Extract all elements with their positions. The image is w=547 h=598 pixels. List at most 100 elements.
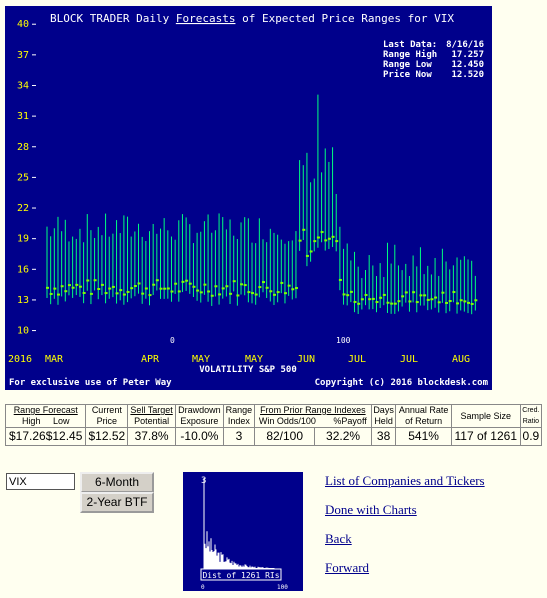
chart-title: BLOCK TRADER Daily Forecasts of Expected… xyxy=(50,12,454,25)
price-marker xyxy=(100,283,104,286)
price-marker xyxy=(148,294,152,297)
price-marker xyxy=(243,284,247,287)
price-marker xyxy=(283,292,287,295)
price-marker xyxy=(423,294,427,297)
value-sell-target: 37.8% xyxy=(127,427,176,446)
price-marker xyxy=(254,293,258,296)
price-marker xyxy=(320,231,324,234)
y-tick-label: 37 xyxy=(17,50,29,61)
price-marker xyxy=(269,290,273,293)
price-marker xyxy=(331,235,335,238)
value-cred-ratio: 0.9 xyxy=(519,427,543,446)
header-days: Days xyxy=(373,405,394,415)
price-marker xyxy=(338,278,342,281)
header-high: High xyxy=(21,416,41,426)
col-sample-size: Sample Size xyxy=(450,404,521,428)
price-marker xyxy=(441,291,445,294)
two-year-btf-button[interactable]: 2-Year BTF xyxy=(80,492,154,513)
value-annual-return: 541% xyxy=(395,427,452,446)
price-marker xyxy=(276,291,280,294)
price-marker xyxy=(46,286,49,289)
six-month-btf-button[interactable]: 6-Month BTF xyxy=(80,472,154,506)
col-range-index: Range Index xyxy=(222,404,255,428)
back-link[interactable]: Back xyxy=(325,531,352,546)
value-win-odds: 82/100 xyxy=(253,427,316,446)
ri-hundred-marker: 100 xyxy=(336,336,351,345)
range-high-value: 17.257 xyxy=(451,50,484,60)
price-marker xyxy=(251,292,255,295)
y-tick-label: 40 xyxy=(17,19,29,30)
forward-link[interactable]: Forward xyxy=(325,560,370,575)
chart-title-prefix: BLOCK TRADER Daily xyxy=(50,12,176,25)
range-bars xyxy=(46,94,478,315)
price-marker xyxy=(335,240,339,243)
y-tick-label: 25 xyxy=(17,172,29,183)
price-marker xyxy=(379,296,383,299)
y-axis: 10 13 16 19 22 25 28 31 34 37 40 xyxy=(17,19,36,337)
x-tick-label: MAY xyxy=(192,354,210,365)
price-marker xyxy=(298,239,302,242)
header-of-return: of Return xyxy=(405,416,443,426)
price-marker xyxy=(360,298,364,301)
value-sample-size: 117 of 1261 xyxy=(450,427,521,446)
list-companies-link[interactable]: List of Companies and Tickers xyxy=(325,473,485,488)
price-marker xyxy=(225,285,229,288)
done-with-charts-link[interactable]: Done with Charts xyxy=(325,502,417,517)
dist-top-value: 3 xyxy=(201,476,206,486)
price-marker xyxy=(218,293,222,296)
price-marker xyxy=(108,287,112,290)
price-marker xyxy=(456,302,460,305)
price-marker xyxy=(64,290,68,293)
price-marker xyxy=(60,285,64,288)
header-ratio: Ratio xyxy=(522,418,540,425)
distribution-chart: 3 Dist of 1261 RIs 0 100 xyxy=(183,472,303,591)
info-box: Last Data: 8/16/16 Range High 17.257 Ran… xyxy=(383,40,484,80)
chart-title-link[interactable]: Forecasts xyxy=(176,12,236,25)
price-marker xyxy=(203,283,207,286)
header-exposure: Exposure xyxy=(180,416,219,426)
price-marker xyxy=(412,291,416,294)
range-low-value: 12.450 xyxy=(451,60,484,70)
price-marker xyxy=(291,288,295,291)
price-marker xyxy=(452,291,456,294)
price-marker xyxy=(324,239,328,242)
y-tick-label: 31 xyxy=(17,111,29,122)
dist-label-box xyxy=(200,568,282,581)
price-marker xyxy=(346,294,350,297)
price-marker xyxy=(313,240,317,243)
header-pct-payoff: %Payoff xyxy=(333,416,367,426)
x-tick-label: JUN xyxy=(297,354,315,365)
col-current-price: Current Price xyxy=(85,404,129,428)
price-marker xyxy=(445,301,449,304)
ticker-input[interactable] xyxy=(6,473,75,490)
price-marker xyxy=(448,300,452,303)
chart-svg: BLOCK TRADER Daily Forecasts of Expected… xyxy=(8,12,489,388)
price-marker xyxy=(368,298,372,301)
price-marker xyxy=(434,296,438,299)
price-marker xyxy=(53,287,57,290)
header-potential: Potential xyxy=(134,416,170,426)
price-now-label: Price Now xyxy=(383,69,432,80)
price-marker xyxy=(144,287,148,290)
forecast-chart: BLOCK TRADER Daily Forecasts of Expected… xyxy=(5,6,492,390)
price-marker xyxy=(181,280,185,283)
price-marker xyxy=(437,301,441,304)
value-low: $12.45 xyxy=(45,429,83,443)
price-marker xyxy=(375,301,379,304)
y-tick-label: 16 xyxy=(17,264,29,275)
price-marker xyxy=(401,295,405,298)
price-marker xyxy=(287,284,291,287)
price-marker xyxy=(56,293,60,296)
y-tick-label: 10 xyxy=(17,326,29,337)
price-marker xyxy=(430,298,434,301)
price-marker xyxy=(221,287,225,290)
col-drawdown: Drawdown Exposure xyxy=(174,404,224,428)
price-marker xyxy=(309,250,313,253)
value-payoff: 32.2% xyxy=(314,427,372,446)
price-marker xyxy=(386,301,390,304)
price-marker xyxy=(97,288,101,291)
table-values-row: $17.26$12.45 $12.52 37.8% -10.0% 3 82/10… xyxy=(4,427,543,446)
header-annual-rate: Annual Rate xyxy=(398,405,449,415)
price-marker xyxy=(166,287,170,290)
header-held: Held xyxy=(374,416,393,426)
